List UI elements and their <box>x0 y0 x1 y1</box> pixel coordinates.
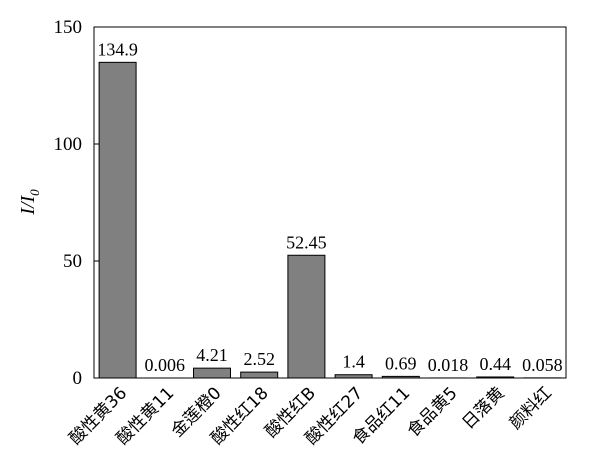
y-axis-title: I/I0 <box>17 189 42 216</box>
data-label: 4.21 <box>196 345 228 365</box>
bar <box>476 376 515 379</box>
data-labels-group: 134.9 0.006 4.21 2.52 52.45 1.4 0.69 0.018 0.44 0… <box>97 39 562 375</box>
y-tick-label: 0 <box>73 368 83 389</box>
data-label: 0.69 <box>385 353 417 373</box>
x-axis-labels: 酸性黄36酸性黄11金莲橙0酸性红18酸性红B酸性红27食品红11食品黄5日落黄… <box>66 383 556 449</box>
data-label: 2.52 <box>243 349 275 369</box>
bar <box>334 374 373 379</box>
data-label: 0.006 <box>145 355 186 375</box>
bars-group <box>98 61 562 379</box>
data-label: 134.9 <box>97 39 138 59</box>
y-axis: 0 50 100 150 <box>54 17 100 389</box>
bar <box>193 367 231 379</box>
y-tick-label: 150 <box>54 17 83 38</box>
data-label: 1.4 <box>342 352 365 372</box>
data-label: 52.45 <box>286 232 327 252</box>
bar <box>381 375 420 379</box>
data-label: 0.018 <box>428 355 469 375</box>
bar <box>287 254 326 379</box>
x-tick-label: 食品黄5 <box>404 383 462 441</box>
x-tick-label: 日落黄 <box>459 383 509 433</box>
y-axis-title-main: I/I <box>17 194 39 215</box>
bar <box>98 61 137 379</box>
plot-area-frame <box>93 26 567 379</box>
data-label: 0.44 <box>479 354 511 374</box>
x-tick-label: 颜料红 <box>506 383 556 433</box>
data-label: 0.058 <box>522 355 563 375</box>
y-axis-title-sub: 0 <box>27 189 42 196</box>
y-tick-label: 100 <box>54 134 83 155</box>
y-tick-label: 50 <box>63 251 82 272</box>
bar <box>240 371 279 379</box>
